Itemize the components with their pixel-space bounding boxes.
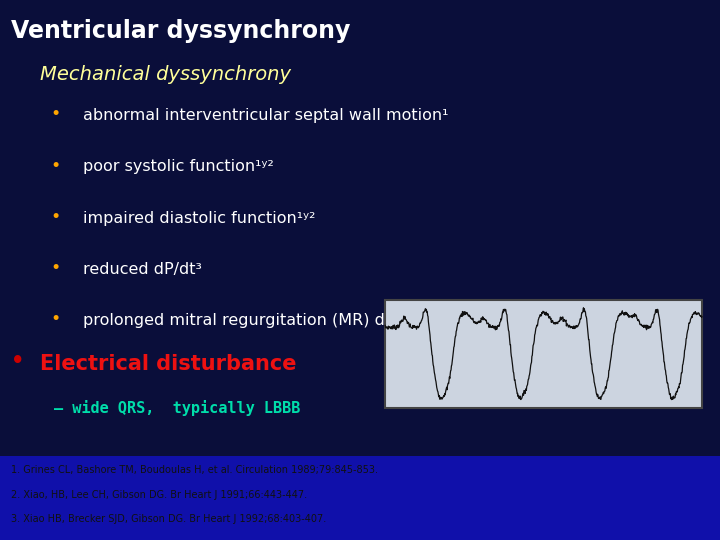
FancyBboxPatch shape bbox=[385, 300, 702, 408]
Text: •: • bbox=[50, 208, 60, 226]
Text: 3. Xiao HB, Brecker SJD, Gibson DG. Br Heart J 1992;68:403-407.: 3. Xiao HB, Brecker SJD, Gibson DG. Br H… bbox=[11, 514, 326, 524]
Text: abnormal interventricular septal wall motion¹: abnormal interventricular septal wall mo… bbox=[83, 108, 449, 123]
Text: Ventricular dyssynchrony: Ventricular dyssynchrony bbox=[11, 19, 350, 43]
Text: Electrical disturbance: Electrical disturbance bbox=[40, 354, 296, 374]
FancyBboxPatch shape bbox=[0, 456, 720, 540]
Text: •: • bbox=[50, 259, 60, 277]
Text: impaired diastolic function¹ʸ²: impaired diastolic function¹ʸ² bbox=[83, 211, 315, 226]
Text: •: • bbox=[50, 157, 60, 174]
Text: •: • bbox=[50, 310, 60, 328]
Text: – wide QRS,  typically LBBB: – wide QRS, typically LBBB bbox=[54, 400, 300, 416]
Text: 1. Grines CL, Bashore TM, Boudoulas H, et al. Circulation 1989;79:845-853.: 1. Grines CL, Bashore TM, Boudoulas H, e… bbox=[11, 465, 378, 476]
Text: prolonged mitral regurgitation (MR) duration¹ʸ²: prolonged mitral regurgitation (MR) dura… bbox=[83, 313, 461, 328]
Text: Mechanical dyssynchrony: Mechanical dyssynchrony bbox=[40, 65, 291, 84]
Text: reduced dP/dt³: reduced dP/dt³ bbox=[83, 262, 202, 277]
Text: poor systolic function¹ʸ²: poor systolic function¹ʸ² bbox=[83, 159, 274, 174]
Text: •: • bbox=[50, 105, 60, 123]
Text: •: • bbox=[11, 351, 24, 371]
Text: 2. Xiao, HB, Lee CH, Gibson DG. Br Heart J 1991;66:443-447.: 2. Xiao, HB, Lee CH, Gibson DG. Br Heart… bbox=[11, 490, 307, 500]
